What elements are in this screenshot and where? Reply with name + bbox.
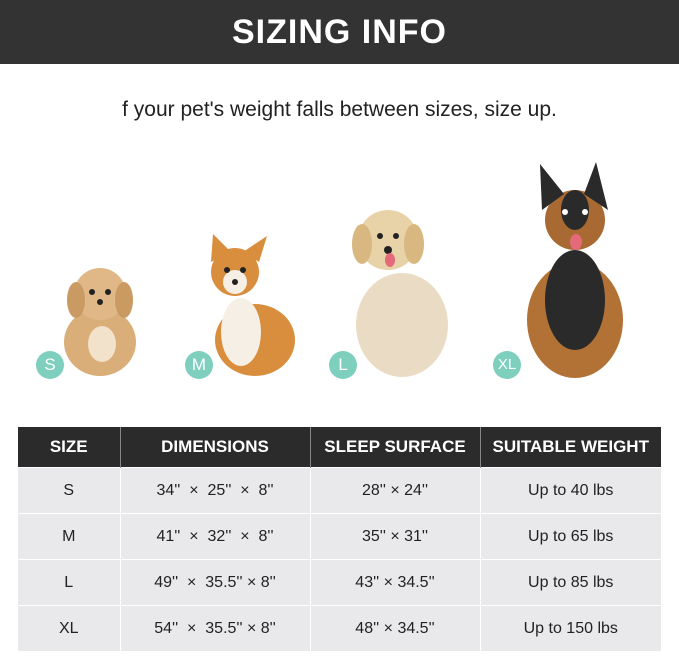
size-badge-s: S bbox=[36, 351, 64, 379]
cell-sleep-surface: 48'' × 34.5'' bbox=[310, 605, 481, 651]
cell-weight: Up to 150 lbs bbox=[480, 605, 661, 651]
table-row: L 49'' × 35.5'' × 8'' 43'' × 34.5'' Up t… bbox=[18, 559, 661, 606]
size-badge-xl: XL bbox=[493, 351, 521, 379]
large-dog-image bbox=[352, 210, 448, 377]
cell-dimensions: 54'' × 35.5'' × 8'' bbox=[120, 605, 311, 651]
cell-dimensions: 34'' × 25'' × 8'' bbox=[120, 467, 311, 514]
table-row: XL 54'' × 35.5'' × 8'' 48'' × 34.5'' Up … bbox=[18, 605, 661, 651]
cell-size: M bbox=[18, 513, 121, 560]
cell-sleep-surface: 35'' × 31'' bbox=[310, 513, 481, 560]
cell-size: XL bbox=[18, 605, 121, 651]
cell-size: S bbox=[18, 467, 121, 514]
sizing-table: SIZE DIMENSIONS SLEEP SURFACE SUITABLE W… bbox=[18, 427, 661, 651]
cell-sleep-surface: 43'' × 34.5'' bbox=[310, 559, 481, 606]
cell-dimensions: 41'' × 32'' × 8'' bbox=[120, 513, 311, 560]
header-suitable-weight: SUITABLE WEIGHT bbox=[480, 427, 661, 468]
small-dog-image bbox=[64, 268, 136, 376]
cell-sleep-surface: 28'' × 24'' bbox=[310, 467, 481, 514]
table-header-row: SIZE DIMENSIONS SLEEP SURFACE SUITABLE W… bbox=[18, 427, 661, 468]
header-sleep-surface: SLEEP SURFACE bbox=[310, 427, 481, 468]
cell-weight: Up to 65 lbs bbox=[480, 513, 661, 560]
sizing-tip: f your pet's weight falls between sizes,… bbox=[122, 98, 557, 121]
size-badge-l: L bbox=[329, 351, 357, 379]
cell-size: L bbox=[18, 559, 121, 606]
cell-dimensions: 49'' × 35.5'' × 8'' bbox=[120, 559, 311, 606]
extra-large-dog-image bbox=[527, 162, 623, 378]
medium-dog-image bbox=[211, 234, 295, 376]
header-size: SIZE bbox=[18, 427, 121, 468]
header-dimensions: DIMENSIONS bbox=[120, 427, 311, 468]
table-row: S 34'' × 25'' × 8'' 28'' × 24'' Up to 40… bbox=[18, 467, 661, 514]
table-row: M 41'' × 32'' × 8'' 35'' × 31'' Up to 65… bbox=[18, 513, 661, 560]
size-badge-m: M bbox=[185, 351, 213, 379]
cell-weight: Up to 85 lbs bbox=[480, 559, 661, 606]
cell-weight: Up to 40 lbs bbox=[480, 467, 661, 514]
page-title: SIZING INFO bbox=[0, 0, 679, 64]
